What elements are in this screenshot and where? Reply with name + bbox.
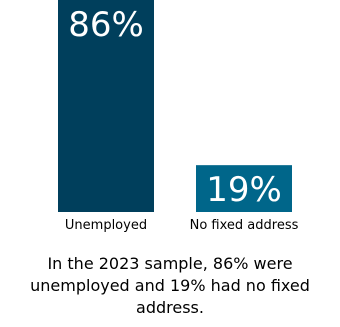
category-label-1: No fixed address: [190, 218, 299, 233]
bar-chart: 86% 19% Unemployed No fixed address: [58, 0, 299, 233]
bar-value-label-1: 19%: [206, 170, 282, 210]
category-label-0: Unemployed: [65, 218, 147, 233]
bar-value-label-0: 86%: [68, 5, 144, 45]
value-labels-group: 86% 19%: [68, 5, 282, 210]
category-labels-group: Unemployed No fixed address: [65, 218, 299, 233]
bars-group: [58, 0, 292, 212]
bar-1: [196, 165, 292, 212]
bar-0: [58, 0, 154, 212]
chart-caption: In the 2023 sample, 86% were unemployed …: [30, 254, 310, 317]
